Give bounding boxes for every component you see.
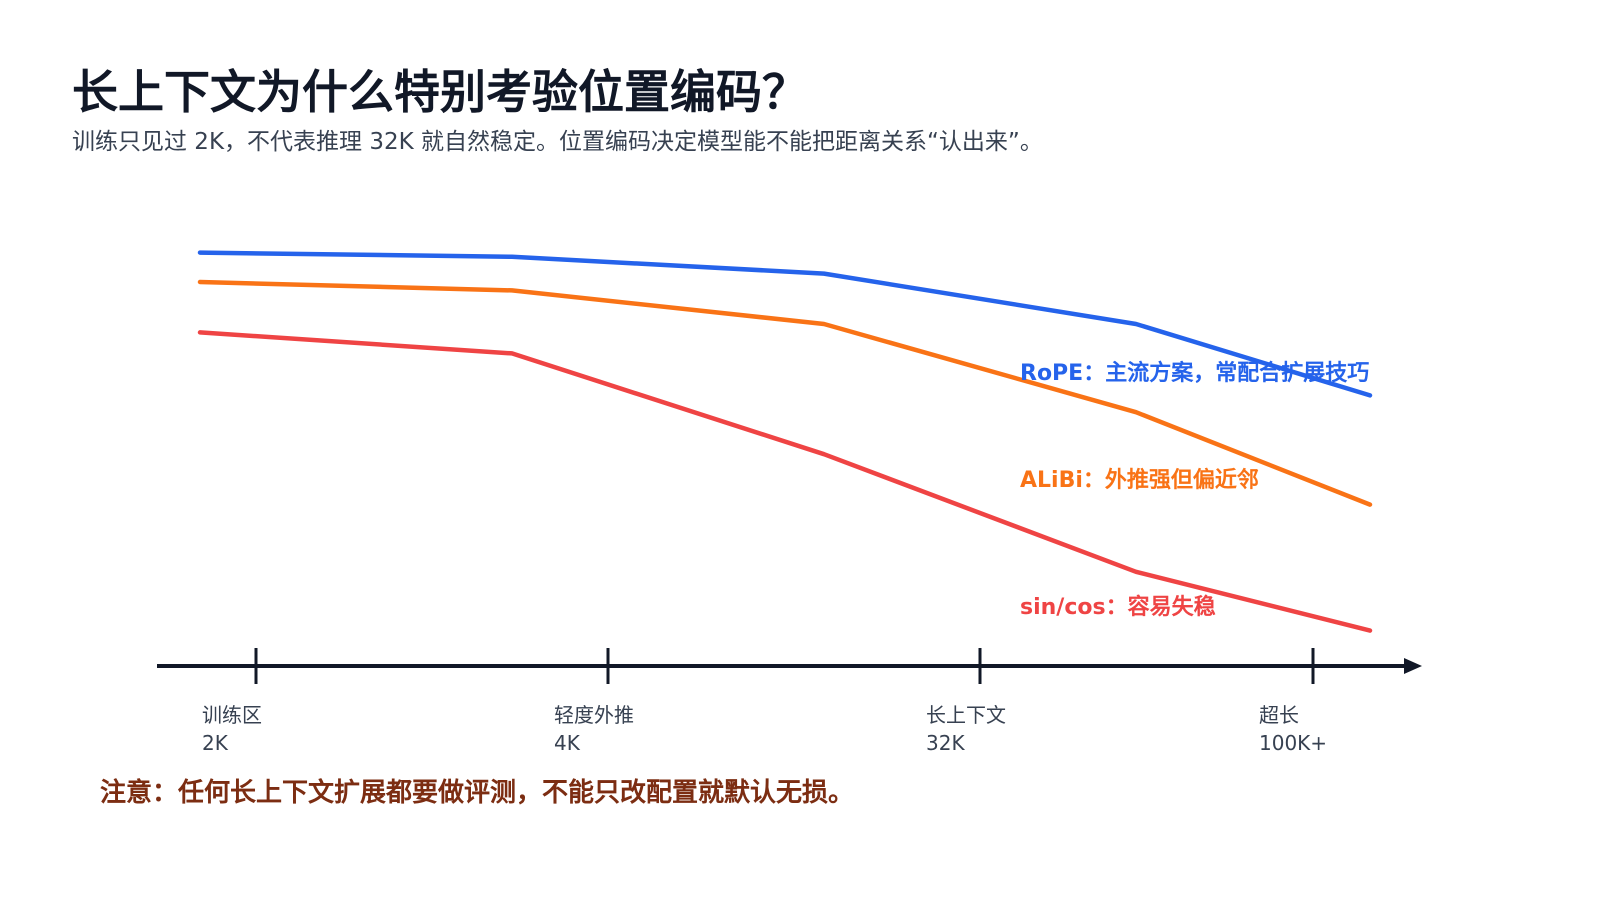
x-axis-arrow [1404,658,1422,674]
slide-title: 长上下文为什么特别考验位置编码？ [72,65,808,119]
x-axis: 训练区 2K 轻度外推 4K 长上下文 32K 超长 100K+ [157,648,1422,755]
series-label-1: ALiBi：外推强但偏近邻 [1020,467,1259,493]
series-label-0: RoPE：主流方案，常配合扩展技巧 [1020,360,1369,386]
caution-note: 注意：任何长上下文扩展都要做评测，不能只改配置就默认无损。 [100,778,855,808]
x-tick-label-3: 超长 [1259,703,1299,727]
x-tick-value-2: 32K [926,731,965,755]
series-labels: RoPE：主流方案，常配合扩展技巧 ALiBi：外推强但偏近邻 sin/cos：容易… [1020,360,1369,620]
x-tick-label-0: 训练区 [202,703,262,727]
x-tick-value-3: 100K+ [1259,731,1327,755]
x-tick-value-0: 2K [202,731,229,755]
series-layer [197,250,1373,633]
slide-subtitle: 训练只见过 2K，不代表推理 32K 就自然稳定。位置编码决定模型能不能把距离关… [72,129,1043,155]
x-tick-label-2: 长上下文 [926,703,1006,727]
x-tick-value-1: 4K [554,731,581,755]
series-label-2: sin/cos：容易失稳 [1020,594,1216,620]
x-tick-label-1: 轻度外推 [554,703,634,727]
